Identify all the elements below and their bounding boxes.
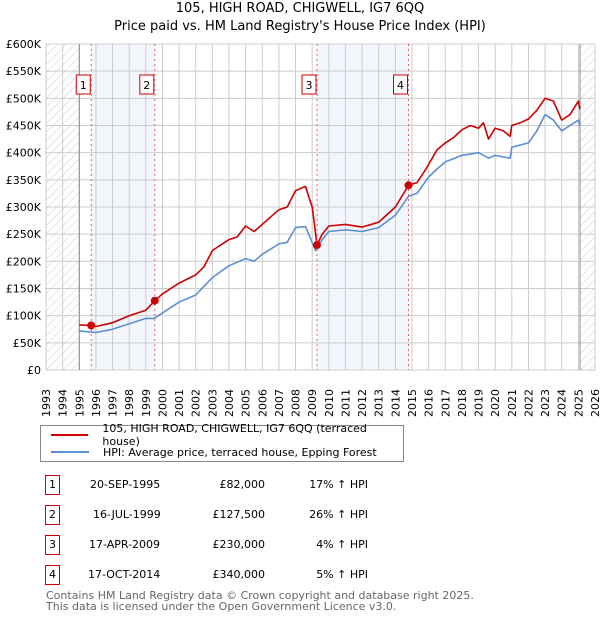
x-tick-label: 2019 [473, 389, 486, 417]
property-price-line [79, 97, 581, 328]
x-tick-label: 2023 [539, 389, 552, 417]
x-tick-label: 1995 [73, 389, 86, 417]
y-tick-label: £50K [13, 337, 42, 350]
x-tick-label: 2016 [423, 389, 436, 417]
table-row: 4 17-OCT-2014 £340,000 5% ↑ HPI [0, 565, 600, 585]
x-tick-label: 2020 [489, 389, 502, 417]
x-tick-label: 1996 [90, 389, 103, 417]
x-tick-label: 2008 [290, 389, 303, 417]
y-tick-label: £250K [6, 228, 42, 241]
sale-date: 17-OCT-2014 [88, 568, 161, 581]
sale-number: 3 [45, 535, 60, 555]
y-tick-label: £200K [6, 255, 42, 268]
sale-date: 17-APR-2009 [89, 538, 161, 551]
x-tick-label: 2007 [273, 389, 286, 417]
y-tick-label: £500K [6, 92, 42, 105]
legend: 105, HIGH ROAD, CHIGWELL, IG7 6QQ (terra… [40, 422, 404, 462]
sale-label-box [301, 74, 317, 95]
x-tick-label: 1994 [57, 389, 70, 417]
x-tick-label: 2006 [256, 389, 269, 417]
x-tick-label: 2015 [406, 389, 419, 417]
sale-date: 20-SEP-1995 [90, 478, 161, 491]
sale-hpi-diff: 5% ↑ HPI [316, 568, 368, 581]
x-tick-label: 1997 [107, 389, 120, 417]
hpi-line [79, 113, 581, 334]
sale-number: 4 [45, 565, 60, 585]
sale-label: 2 [143, 79, 150, 92]
legend-item-property: 105, HIGH ROAD, CHIGWELL, IG7 6QQ (terra… [51, 422, 403, 448]
y-tick-label: £100K [6, 310, 42, 323]
y-tick-label: £150K [6, 283, 42, 296]
y-tick-label: £450K [6, 120, 42, 133]
x-tick-label: 2024 [556, 389, 569, 417]
legend-swatch [51, 434, 89, 436]
sale-hpi-diff: 17% ↑ HPI [309, 478, 368, 491]
x-tick-label: 1993 [40, 389, 53, 417]
sale-label-box [139, 74, 155, 95]
legend-swatch [51, 451, 89, 453]
x-tick-label: 2003 [206, 389, 219, 417]
legend-label: 105, HIGH ROAD, CHIGWELL, IG7 6QQ (terra… [102, 422, 367, 448]
x-tick-label: 2001 [173, 389, 186, 417]
x-tick-label: 2010 [323, 389, 336, 417]
sale-date: 16-JUL-1999 [93, 508, 161, 521]
sale-number: 2 [45, 505, 60, 525]
legend-item-hpi: HPI: Average price, terraced house, Eppi… [51, 444, 377, 460]
sale-number: 1 [45, 475, 60, 495]
x-tick-label: 2014 [389, 389, 402, 417]
y-tick-label: £550K [6, 65, 42, 78]
sale-label: 1 [80, 79, 87, 92]
legend-label: HPI: Average price, terraced house, Eppi… [103, 445, 377, 459]
sale-price: £230,000 [212, 538, 266, 551]
footer: Contains HM Land Registry data © Crown c… [46, 590, 474, 612]
table-row: 3 17-APR-2009 £230,000 4% ↑ HPI [0, 535, 600, 555]
y-tick-label: £350K [6, 174, 42, 187]
price-chart: 1 2 3 4 1993 1994 1995 1996 1997 1998 1999 2000 2001… [6, 38, 600, 417]
chart-title: 105, HIGH ROAD, CHIGWELL, IG7 6QQ [175, 1, 425, 16]
x-tick-label: 2000 [156, 389, 169, 417]
x-tick-label: 2021 [506, 389, 519, 417]
sale-point [87, 321, 96, 330]
x-tick-label: 2025 [572, 389, 585, 417]
sale-price: £340,000 [212, 568, 266, 581]
table-row: 1 20-SEP-1995 £82,000 17% ↑ HPI [0, 475, 600, 495]
x-tick-label: 2013 [373, 389, 386, 417]
sale-label-box [393, 74, 409, 95]
x-tick-label: 2004 [223, 389, 236, 417]
y-tick-label: £0 [27, 364, 41, 377]
x-tick-label: 2012 [356, 389, 369, 417]
sale-price: £127,500 [212, 508, 266, 521]
sale-hpi-diff: 26% ↑ HPI [309, 508, 368, 521]
x-tick-label: 2002 [190, 389, 203, 417]
sale-price: £82,000 [219, 478, 266, 491]
y-tick-label: £300K [6, 201, 42, 214]
x-tick-label: 2022 [522, 389, 535, 417]
x-tick-label: 2009 [306, 389, 319, 417]
y-tick-label: £600K [6, 38, 42, 51]
sale-hpi-diff: 4% ↑ HPI [316, 538, 368, 551]
copyright-text: Contains HM Land Registry data © Crown c… [46, 589, 474, 602]
x-tick-label: 2005 [240, 389, 253, 417]
x-tick-label: 2026 [589, 389, 600, 417]
x-tick-label: 1998 [123, 389, 136, 417]
table-row: 2 16-JUL-1999 £127,500 26% ↑ HPI [0, 505, 600, 525]
sale-point [313, 241, 322, 250]
sale-label-box [75, 74, 91, 95]
sale-label: 3 [306, 79, 313, 92]
x-tick-label: 1999 [140, 389, 153, 417]
x-tick-label: 2018 [456, 389, 469, 417]
y-tick-label: £400K [6, 147, 42, 160]
licence-text: This data is licensed under the Open Gov… [46, 600, 397, 613]
chart-subtitle: Price paid vs. HM Land Registry's House … [114, 19, 486, 34]
x-tick-label: 2017 [439, 389, 452, 417]
x-tick-label: 2011 [339, 389, 352, 417]
sale-point [404, 181, 413, 190]
sale-label: 4 [397, 79, 404, 92]
sale-point [150, 296, 159, 305]
